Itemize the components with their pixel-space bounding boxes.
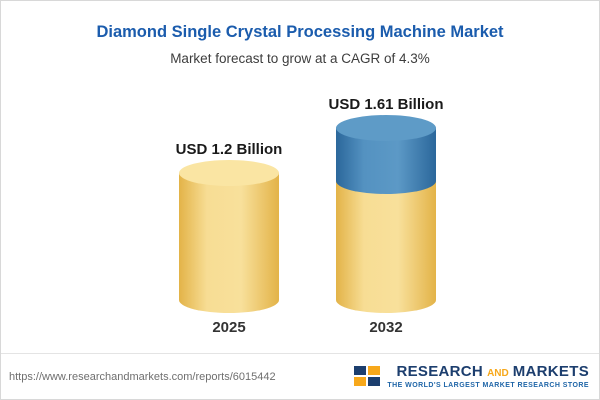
category-label-2032: 2032 bbox=[369, 319, 403, 336]
chart-subtitle: Market forecast to grow at a CAGR of 4.3… bbox=[170, 51, 430, 66]
cylinder-2025 bbox=[179, 160, 279, 313]
cylinder-2032 bbox=[336, 115, 436, 313]
brand-tagline: THE WORLD'S LARGEST MARKET RESEARCH STOR… bbox=[387, 382, 589, 389]
footer: https://www.researchandmarkets.com/repor… bbox=[1, 353, 599, 399]
brand-word-markets: MARKETS bbox=[512, 363, 589, 380]
logo-mark-icon bbox=[354, 365, 381, 386]
brand-word-research: RESEARCH bbox=[396, 363, 484, 380]
brand-word-and: AND bbox=[487, 368, 509, 379]
category-label-2025: 2025 bbox=[212, 319, 246, 336]
value-label-2032: USD 1.61 Billion bbox=[328, 96, 444, 113]
report-url-link[interactable]: https://www.researchandmarkets.com/repor… bbox=[9, 370, 276, 383]
value-label-2025: USD 1.2 Billion bbox=[175, 141, 283, 158]
chart-title: Diamond Single Crystal Processing Machin… bbox=[96, 23, 504, 41]
brand-logo: RESEARCH AND MARKETS THE WORLD'S LARGEST… bbox=[354, 364, 589, 389]
brand-text: RESEARCH AND MARKETS THE WORLD'S LARGEST… bbox=[387, 364, 589, 389]
